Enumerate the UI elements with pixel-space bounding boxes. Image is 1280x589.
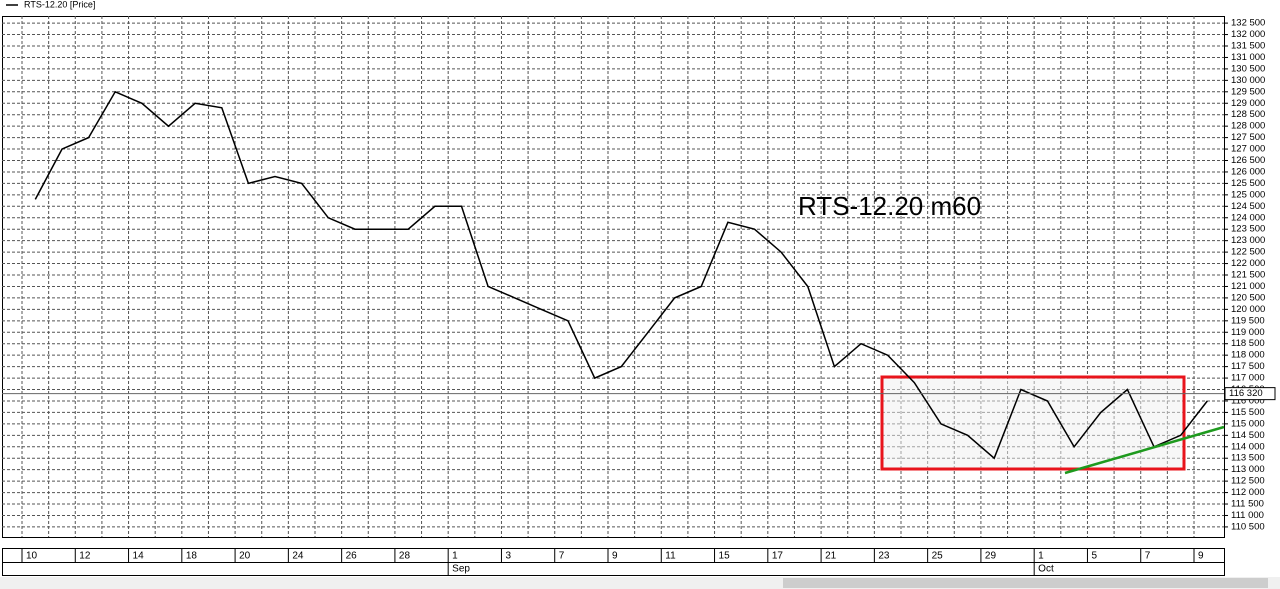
y-tick-label: 130 000 bbox=[1231, 75, 1265, 86]
y-tick-label: 113 000 bbox=[1231, 464, 1265, 475]
last-price-box bbox=[1224, 387, 1276, 401]
y-tick-label: 129 500 bbox=[1231, 86, 1265, 97]
y-tick-label: 126 000 bbox=[1231, 166, 1265, 177]
y-tick-label: 116 000 bbox=[1231, 395, 1265, 406]
y-tick-label: 127 000 bbox=[1231, 144, 1265, 155]
x-tick-label: 3 bbox=[505, 551, 511, 562]
x-tick-label: 29 bbox=[985, 551, 997, 562]
y-tick-label: 122 500 bbox=[1231, 247, 1265, 258]
last-price-label: 116 320 bbox=[1229, 388, 1263, 399]
x-tick-label: 17 bbox=[772, 551, 784, 562]
x-tick-label: 20 bbox=[239, 551, 251, 562]
x-tick-label: 12 bbox=[79, 551, 91, 562]
y-tick-label: 129 000 bbox=[1231, 98, 1265, 109]
month-label: Oct bbox=[1038, 564, 1054, 575]
x-tick-label: 9 bbox=[612, 551, 618, 562]
x-tick-label: 14 bbox=[133, 551, 145, 562]
y-tick-label: 119 500 bbox=[1231, 315, 1265, 326]
y-tick-label: 130 500 bbox=[1231, 63, 1265, 74]
month-label: Sep bbox=[452, 564, 470, 575]
x-tick-label: 24 bbox=[292, 551, 304, 562]
y-tick-label: 115 500 bbox=[1231, 407, 1265, 418]
y-tick-label: 124 500 bbox=[1231, 201, 1265, 212]
y-tick-label: 115 000 bbox=[1231, 418, 1265, 429]
y-tick-label: 112 500 bbox=[1231, 476, 1265, 487]
y-tick-label: 114 000 bbox=[1231, 441, 1265, 452]
x-tick-label: 11 bbox=[665, 551, 676, 562]
y-tick-label: 119 000 bbox=[1231, 327, 1265, 338]
range-box bbox=[880, 375, 1186, 471]
y-tick-label: 131 000 bbox=[1231, 52, 1265, 63]
x-tick-label: 1 bbox=[1038, 551, 1044, 562]
y-tick-label: 118 000 bbox=[1231, 350, 1265, 361]
y-tick-label: 122 000 bbox=[1231, 258, 1265, 269]
x-tick-label: 5 bbox=[1091, 551, 1097, 562]
scrollbar-thumb[interactable] bbox=[783, 578, 1268, 588]
y-tick-label: 117 500 bbox=[1231, 361, 1265, 372]
y-tick-label: 111 500 bbox=[1231, 499, 1264, 510]
y-tick-label: 128 500 bbox=[1231, 109, 1265, 120]
y-tick-label: 123 000 bbox=[1231, 235, 1265, 246]
data bbox=[34, 90, 1208, 460]
x-tick-label: 23 bbox=[878, 551, 890, 562]
price-line bbox=[34, 90, 1208, 460]
y-tick-label: 118 500 bbox=[1231, 338, 1265, 349]
y-tick-label: 131 500 bbox=[1231, 41, 1265, 52]
y-tick-label: 128 000 bbox=[1231, 121, 1265, 132]
y-tick-label: 111 000 bbox=[1231, 510, 1264, 521]
y-tick-label: 125 500 bbox=[1231, 178, 1265, 189]
y-tick-label: 120 500 bbox=[1231, 292, 1265, 303]
y-tick-label: 123 500 bbox=[1231, 224, 1265, 235]
x-tick-label: 21 bbox=[825, 551, 837, 562]
y-tick-label: 117 000 bbox=[1231, 373, 1265, 384]
annotation: RTS-12.20 m60 bbox=[798, 191, 981, 221]
x-tick-label: 25 bbox=[932, 551, 944, 562]
y-tick-label: 110 500 bbox=[1231, 521, 1265, 532]
plot-frame bbox=[2, 16, 1225, 538]
x-tick-label: 26 bbox=[346, 551, 358, 562]
y-tick-label: 120 000 bbox=[1231, 304, 1265, 315]
y-tick-label: 121 000 bbox=[1231, 281, 1265, 292]
x-tick-label: 7 bbox=[1145, 551, 1151, 562]
x-tick-label: 9 bbox=[1198, 551, 1204, 562]
y-tick-label: 121 500 bbox=[1231, 270, 1265, 281]
y-tick-label: 112 000 bbox=[1231, 487, 1265, 498]
trend-line bbox=[1064, 425, 1225, 475]
legend-label: RTS-12.20 [Price] bbox=[24, 0, 95, 9]
y-tick-label: 132 000 bbox=[1231, 29, 1265, 40]
x-tick-label: 18 bbox=[186, 551, 198, 562]
x-tick-label: 15 bbox=[719, 551, 731, 562]
x-tick-label: 10 bbox=[26, 551, 38, 562]
y-tick-label: 127 500 bbox=[1231, 132, 1265, 143]
month-axis bbox=[2, 562, 1225, 576]
y-tick-label: 114 500 bbox=[1231, 430, 1265, 441]
grid bbox=[2, 16, 1224, 537]
y-tick-label: 126 500 bbox=[1231, 155, 1265, 166]
x-tick-label: 7 bbox=[559, 551, 565, 562]
y-tick-label: 113 500 bbox=[1231, 453, 1265, 464]
y-tick-label: 125 000 bbox=[1231, 189, 1265, 200]
y-tick-label: 132 500 bbox=[1231, 18, 1265, 29]
x-tick-label: 28 bbox=[399, 551, 411, 562]
x-tick-label: 1 bbox=[452, 551, 458, 562]
y-tick-label: 124 000 bbox=[1231, 212, 1265, 223]
